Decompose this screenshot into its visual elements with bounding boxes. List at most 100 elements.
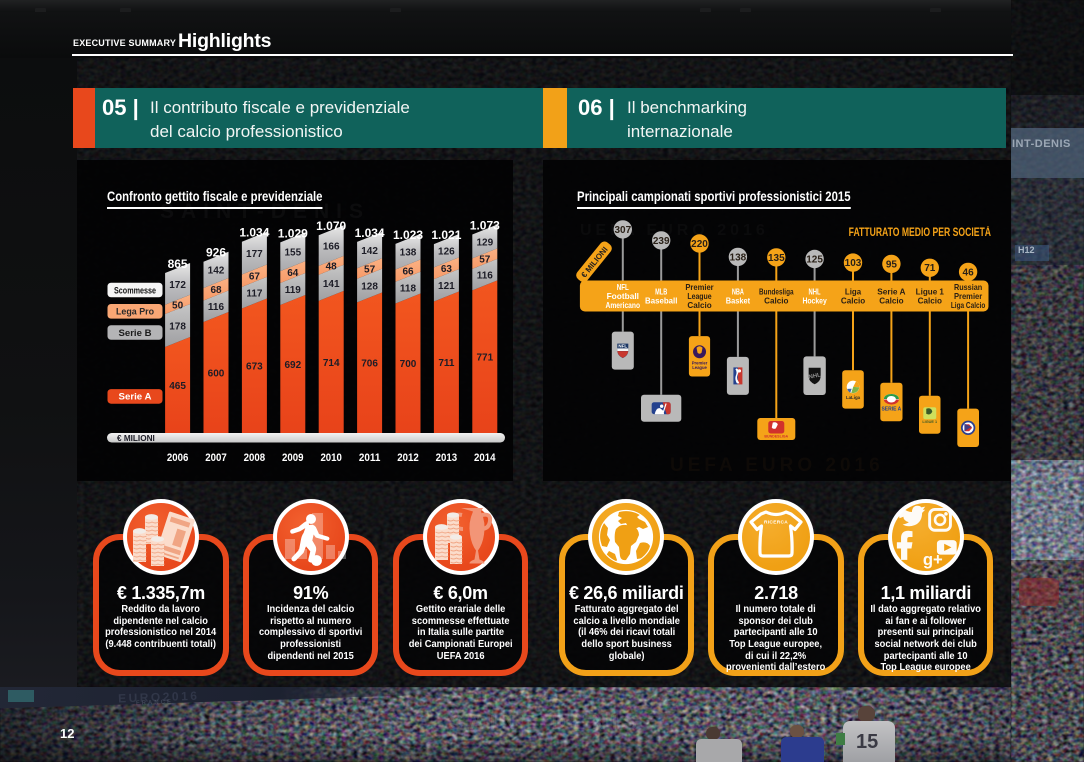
svg-text:673: 673 — [246, 362, 263, 373]
svg-text:Liga Calcio: Liga Calcio — [951, 300, 986, 310]
svg-text:Scommesse: Scommesse — [114, 284, 156, 295]
svg-text:126: 126 — [438, 247, 455, 258]
svg-text:NBA: NBA — [732, 286, 744, 296]
svg-text:142: 142 — [208, 266, 225, 277]
svg-text:Serie B: Serie B — [119, 327, 152, 338]
svg-text:Calcio: Calcio — [879, 296, 903, 306]
svg-text:178: 178 — [169, 321, 186, 332]
svg-text:BUNDESLIGA: BUNDESLIGA — [764, 435, 788, 439]
svg-text:Serie A: Serie A — [877, 286, 905, 296]
svg-text:Russian: Russian — [954, 282, 982, 292]
svg-text:117: 117 — [246, 289, 263, 300]
svg-text:MLB: MLB — [655, 286, 667, 296]
svg-text:135: 135 — [768, 253, 785, 264]
svg-text:Calcio: Calcio — [918, 296, 942, 306]
svg-text:1.073: 1.073 — [470, 219, 500, 233]
svg-text:239: 239 — [653, 236, 670, 247]
svg-text:NFL: NFL — [617, 282, 629, 292]
svg-text:63: 63 — [441, 264, 453, 275]
svg-text:Bundesliga: Bundesliga — [759, 286, 794, 296]
svg-text:48: 48 — [326, 261, 338, 272]
svg-text:Basket: Basket — [726, 296, 750, 306]
svg-text:NHL: NHL — [808, 372, 822, 381]
svg-text:121: 121 — [438, 281, 455, 292]
svg-text:46: 46 — [963, 267, 975, 278]
svg-text:LaLiga: LaLiga — [846, 395, 861, 400]
svg-text:141: 141 — [323, 279, 340, 290]
svg-text:RICERCA: RICERCA — [764, 519, 788, 525]
svg-text:Serie A: Serie A — [119, 391, 152, 402]
svg-text:692: 692 — [284, 360, 301, 371]
svg-text:2007: 2007 — [205, 452, 227, 464]
svg-text:Premier: Premier — [692, 360, 708, 365]
svg-text:166: 166 — [323, 242, 340, 253]
svg-text:116: 116 — [208, 302, 225, 313]
svg-text:Calcio: Calcio — [687, 300, 711, 310]
svg-text:57: 57 — [364, 264, 376, 275]
svg-text:Hockey: Hockey — [802, 296, 827, 306]
svg-text:172: 172 — [169, 280, 186, 291]
svg-text:66: 66 — [402, 267, 414, 278]
svg-text:2006: 2006 — [167, 452, 189, 464]
svg-text:67: 67 — [249, 272, 261, 283]
svg-text:1.070: 1.070 — [316, 219, 346, 233]
svg-text:Baseball: Baseball — [645, 296, 677, 306]
svg-text:68: 68 — [210, 285, 222, 296]
svg-text:128: 128 — [361, 281, 378, 292]
svg-text:865: 865 — [168, 257, 188, 271]
svg-text:220: 220 — [691, 239, 708, 250]
svg-text:307: 307 — [614, 225, 631, 236]
svg-text:177: 177 — [246, 249, 263, 260]
svg-text:57: 57 — [479, 255, 491, 266]
svg-text:Premier: Premier — [685, 282, 714, 292]
svg-text:NHL: NHL — [809, 286, 821, 296]
svg-text:771: 771 — [476, 353, 493, 364]
svg-text:118: 118 — [400, 284, 417, 295]
svg-text:2014: 2014 — [474, 452, 496, 464]
svg-text:2009: 2009 — [282, 452, 304, 464]
svg-text:50: 50 — [172, 300, 184, 311]
svg-text:League: League — [692, 365, 707, 370]
svg-text:1.023: 1.023 — [393, 228, 423, 242]
svg-text:700: 700 — [400, 359, 417, 370]
svg-text:Lega Pro: Lega Pro — [116, 306, 154, 317]
svg-text:71: 71 — [924, 263, 936, 274]
svg-text:€ MILIONI: € MILIONI — [579, 245, 609, 279]
svg-text:125: 125 — [806, 254, 823, 265]
svg-text:119: 119 — [285, 285, 302, 296]
svg-text:Calcio: Calcio — [764, 296, 788, 306]
svg-text:2012: 2012 — [397, 452, 419, 464]
svg-text:138: 138 — [730, 252, 747, 263]
svg-text:138: 138 — [400, 248, 417, 259]
svg-text:142: 142 — [361, 246, 378, 257]
svg-text:Premier: Premier — [954, 291, 983, 301]
svg-text:103: 103 — [845, 258, 862, 269]
svg-text:116: 116 — [477, 271, 494, 282]
svg-text:711: 711 — [438, 358, 455, 369]
svg-text:1.034: 1.034 — [355, 226, 385, 240]
svg-text:Liga: Liga — [845, 286, 862, 296]
svg-text:League: League — [687, 291, 712, 301]
svg-text:465: 465 — [169, 381, 186, 392]
svg-text:NFL: NFL — [618, 343, 627, 348]
svg-text:2008: 2008 — [244, 452, 266, 464]
svg-text:2010: 2010 — [320, 452, 342, 464]
svg-text:Football: Football — [607, 291, 639, 301]
svg-text:1.029: 1.029 — [278, 226, 308, 240]
svg-text:Ligue 1: Ligue 1 — [916, 286, 945, 296]
svg-text:926: 926 — [206, 246, 226, 260]
svg-text:1.034: 1.034 — [239, 226, 269, 240]
svg-text:2013: 2013 — [436, 452, 458, 464]
svg-text:2011: 2011 — [359, 452, 381, 464]
svg-text:129: 129 — [476, 237, 493, 248]
svg-text:1.021: 1.021 — [431, 228, 461, 242]
svg-text:155: 155 — [284, 248, 301, 259]
svg-text:714: 714 — [323, 358, 340, 369]
svg-text:Calcio: Calcio — [841, 296, 865, 306]
svg-text:g+: g+ — [923, 550, 943, 569]
svg-text:Americano: Americano — [606, 300, 641, 310]
svg-text:€ MILIONI: € MILIONI — [117, 434, 155, 443]
svg-text:LIGUE 1: LIGUE 1 — [922, 420, 937, 424]
svg-text:95: 95 — [886, 259, 898, 270]
svg-text:64: 64 — [287, 268, 299, 279]
